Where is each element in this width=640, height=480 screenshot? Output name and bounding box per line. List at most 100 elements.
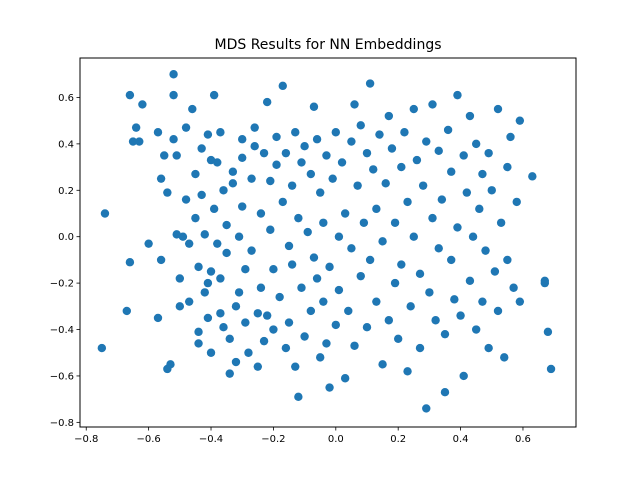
y-axis-ticks: −0.8 −0.6 −0.4 −0.2 0.0 0.2 0.4 0.6 [50, 93, 80, 429]
data-point [393, 334, 403, 344]
data-point [462, 188, 472, 197]
data-point [216, 309, 225, 318]
data-point [213, 158, 222, 167]
data-point [493, 104, 503, 114]
data-point [337, 158, 347, 167]
data-point [459, 151, 468, 160]
data-point [194, 327, 203, 337]
data-point [269, 325, 278, 334]
data-point [256, 209, 266, 218]
x-tick-label: −0.6 [136, 434, 160, 445]
data-point [362, 148, 372, 158]
data-point [447, 167, 456, 176]
data-point [397, 162, 406, 172]
data-point [135, 137, 144, 146]
data-point [362, 323, 372, 332]
data-point [259, 148, 269, 158]
data-point [431, 316, 440, 325]
x-axis-ticks: −0.8 −0.6 −0.4 −0.2 0.0 0.2 0.4 0.6 [74, 427, 531, 445]
data-point [378, 237, 387, 246]
data-point [372, 297, 381, 306]
data-point [478, 297, 487, 306]
data-point [284, 318, 294, 327]
data-point [309, 102, 319, 111]
data-point [447, 255, 456, 265]
data-point [297, 283, 306, 292]
data-point [334, 285, 344, 295]
data-point [197, 190, 206, 200]
data-point [300, 141, 309, 151]
data-point [225, 369, 234, 378]
data-point [359, 218, 369, 227]
data-point [415, 269, 425, 279]
data-point [340, 374, 350, 383]
data-point [287, 181, 297, 190]
data-point [340, 209, 350, 218]
data-point [262, 311, 272, 320]
data-point [365, 255, 375, 265]
data-point [309, 253, 319, 262]
data-point [325, 262, 334, 272]
data-point [306, 306, 316, 316]
data-point [231, 357, 241, 367]
data-point [181, 123, 191, 132]
data-point [481, 246, 490, 255]
data-point [213, 239, 222, 248]
data-point [238, 202, 247, 211]
data-point [303, 227, 312, 237]
data-point [322, 151, 331, 160]
data-point [453, 90, 462, 100]
data-point [434, 146, 443, 156]
data-point [244, 348, 253, 357]
data-point [184, 297, 194, 306]
data-point [415, 343, 425, 353]
y-tick-label: 0.4 [58, 139, 74, 150]
data-point [312, 135, 322, 144]
data-point [484, 343, 493, 353]
data-point [253, 309, 263, 318]
data-point [468, 232, 478, 241]
data-point [169, 90, 178, 100]
data-point [509, 283, 518, 292]
data-point [365, 79, 375, 88]
data-point [356, 271, 365, 281]
data-point [153, 128, 163, 137]
data-point [247, 174, 256, 183]
data-point [456, 311, 465, 320]
data-point [241, 264, 250, 274]
data-point [422, 137, 431, 146]
data-point [331, 128, 340, 137]
data-point [131, 123, 141, 132]
data-point [216, 128, 225, 137]
data-point [225, 334, 234, 344]
data-point [191, 213, 200, 223]
data-point [496, 218, 506, 227]
data-point [440, 387, 450, 397]
data-point [231, 302, 241, 311]
data-point [294, 213, 303, 223]
data-point [181, 195, 191, 204]
data-point [100, 209, 110, 218]
data-point [334, 232, 344, 241]
data-point [422, 404, 431, 413]
data-point [206, 348, 216, 357]
data-point [175, 302, 185, 311]
data-point [144, 239, 153, 248]
data-point [478, 169, 487, 179]
data-point [188, 104, 197, 114]
data-point [175, 274, 185, 283]
data-point [125, 258, 135, 267]
data-point [222, 220, 231, 230]
y-tick-label: 0.0 [58, 232, 74, 243]
data-point [369, 165, 378, 174]
data-point [493, 306, 503, 316]
data-point [418, 181, 428, 190]
data-points [97, 70, 556, 413]
data-point [400, 128, 409, 137]
data-point [403, 367, 412, 376]
data-point [465, 276, 475, 285]
data-point [238, 135, 247, 144]
data-point [266, 176, 275, 186]
data-point [437, 195, 447, 204]
